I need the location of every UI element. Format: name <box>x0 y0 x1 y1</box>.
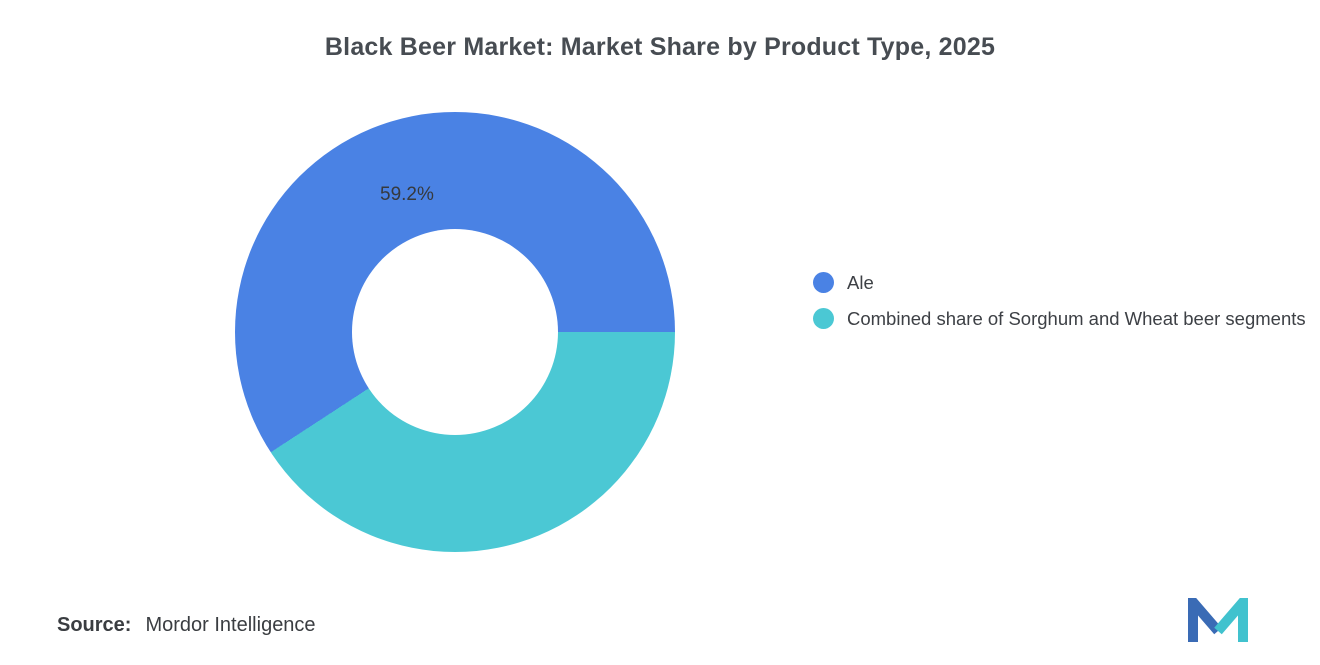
logo-right-stroke <box>1214 598 1248 642</box>
legend-label-sorghum-wheat: Combined share of Sorghum and Wheat beer… <box>847 307 1306 329</box>
legend-label-ale: Ale <box>847 272 874 293</box>
source-line: Source: Mordor Intelligence <box>57 614 316 637</box>
legend-item-ale: Ale <box>813 269 1306 297</box>
mordor-intelligence-logo <box>1188 598 1248 642</box>
legend-swatch-sorghum-wheat <box>813 307 834 329</box>
legend-item-sorghum-wheat: Combined share of Sorghum and Wheat beer… <box>813 305 1306 333</box>
slice-data-label: 59.2% <box>380 184 434 205</box>
donut-chart-area: 59.2% <box>235 112 675 552</box>
source-value: Mordor Intelligence <box>145 614 316 636</box>
logo-left-stroke <box>1188 598 1222 642</box>
donut-hole <box>352 229 558 435</box>
legend-swatch-ale <box>813 272 834 293</box>
chart-title: Black Beer Market: Market Share by Produ… <box>324 33 996 61</box>
chart-legend: Ale Combined share of Sorghum and Wheat … <box>813 269 1306 333</box>
source-label: Source: <box>57 614 132 636</box>
